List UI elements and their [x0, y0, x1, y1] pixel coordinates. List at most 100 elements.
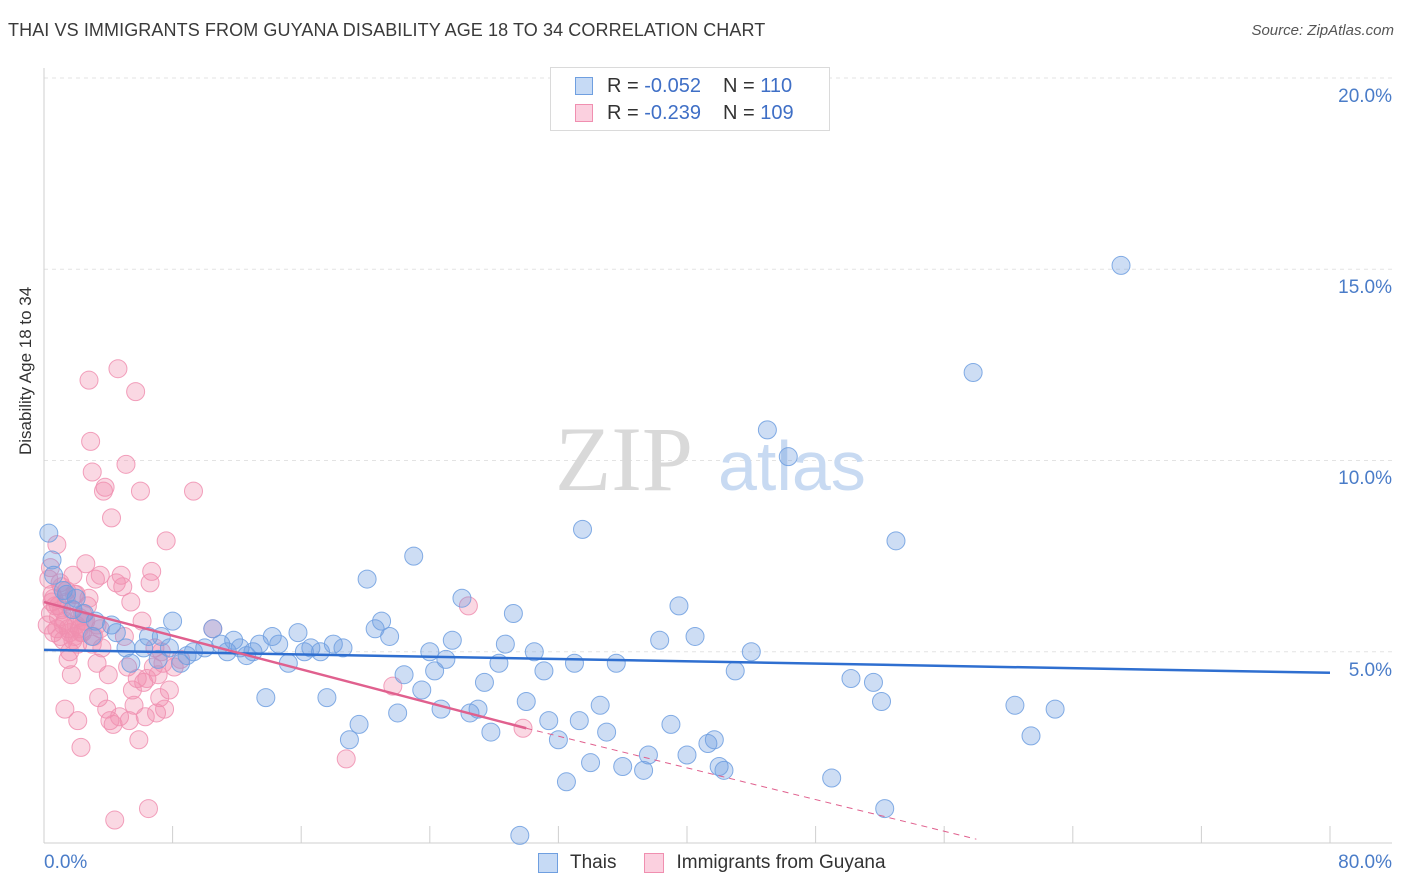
thais-point — [288, 623, 308, 643]
thais-point — [677, 745, 697, 765]
guyana-point — [142, 561, 162, 581]
thais-point — [534, 661, 554, 681]
thais-point — [556, 772, 576, 792]
guyana-point — [40, 558, 60, 578]
thais-point — [159, 638, 179, 658]
guyana-point — [47, 535, 67, 555]
guyana-swatch-icon — [575, 104, 593, 122]
guyana-point — [95, 477, 115, 497]
thais-point — [581, 753, 601, 773]
guyana-point — [103, 714, 123, 734]
guyana-point — [119, 711, 139, 731]
stats-legend-row-thais: R = -0.052 N = 110 — [575, 74, 792, 98]
guyana-point — [71, 737, 91, 757]
legend-label-guyana: Immigrants from Guyana — [676, 852, 886, 873]
series-thais-points — [39, 255, 1131, 845]
thais-point — [564, 653, 584, 673]
watermark-atlas: atlas — [718, 427, 866, 505]
guyana-point — [458, 596, 478, 616]
thais-point — [548, 730, 568, 750]
thais-point — [741, 642, 761, 662]
thais-point — [569, 711, 589, 731]
x-tick-label-min: 0.0% — [44, 852, 88, 873]
thais-point — [650, 630, 670, 650]
thais-point — [524, 642, 544, 662]
thais-point — [404, 546, 424, 566]
thais-point — [66, 588, 86, 608]
guyana-trend-line — [43, 600, 527, 730]
thais-point — [412, 680, 432, 700]
guyana-point — [55, 699, 75, 719]
guyana-point — [138, 799, 158, 819]
guyana-point — [71, 623, 91, 643]
guyana-point — [102, 508, 122, 528]
watermark-zip: ZIP — [555, 408, 693, 510]
thais-point — [148, 649, 168, 669]
thais-point — [495, 634, 515, 654]
guyana-point — [130, 481, 150, 501]
thais-point — [203, 619, 223, 639]
chart-title: THAI VS IMMIGRANTS FROM GUYANA DISABILIT… — [8, 20, 766, 40]
chart-source: Source: ZipAtlas.com — [1251, 22, 1394, 39]
guyana-point — [50, 626, 70, 646]
thais-point — [301, 638, 321, 658]
thais-point — [539, 711, 559, 731]
trend-lines — [43, 600, 1331, 840]
thais-point — [436, 649, 456, 669]
thais-point — [269, 634, 289, 654]
guyana-point — [61, 665, 81, 685]
n-label: N = — [722, 101, 755, 124]
thais-point — [82, 626, 102, 646]
legend-label-thais: Thais — [570, 852, 617, 873]
series-legend: Thais Immigrants from Guyana — [538, 852, 914, 874]
thais-point — [661, 714, 681, 734]
thais-point — [613, 757, 633, 776]
n-label: N = — [722, 74, 755, 97]
thais-point — [875, 799, 895, 819]
thais-point — [704, 730, 724, 750]
grid-lines — [44, 77, 1392, 653]
guyana-point — [58, 619, 78, 639]
thais-point — [778, 447, 798, 467]
guyana-point — [126, 382, 146, 402]
guyana-trend-extension — [526, 727, 977, 840]
thais-point — [39, 523, 59, 543]
r-value: -0.052 — [644, 74, 701, 97]
thais-point — [1045, 699, 1065, 719]
thais-point — [863, 672, 883, 692]
legend-item-guyana: Immigrants from Guyana — [644, 852, 886, 874]
thais-point — [357, 569, 377, 589]
guyana-point — [76, 554, 96, 574]
thais-point — [388, 703, 408, 723]
thais-point — [339, 730, 359, 750]
watermark: ZIP atlas — [555, 408, 866, 510]
thais-point — [1111, 255, 1131, 275]
guyana-point — [159, 680, 179, 700]
thais-point — [171, 653, 191, 673]
thais-point — [106, 623, 126, 643]
thais-point — [349, 714, 369, 734]
guyana-point — [81, 431, 101, 451]
thais-point — [380, 626, 400, 646]
thais-point — [474, 672, 494, 692]
guyana-point — [90, 565, 110, 585]
guyana-point — [121, 592, 141, 612]
guyana-point — [87, 653, 107, 673]
guyana-point — [82, 634, 102, 654]
thais-point — [503, 604, 523, 623]
stats-legend-row-guyana: R = -0.239 N = 109 — [575, 101, 794, 125]
guyana-point — [105, 810, 125, 830]
guyana-point — [183, 481, 203, 501]
thais-point — [872, 691, 892, 711]
guyana-point — [63, 565, 83, 585]
thais-point — [1005, 695, 1025, 715]
thais-point — [669, 596, 689, 616]
thais-swatch-icon — [575, 77, 593, 95]
guyana-point — [110, 707, 130, 727]
thais-point — [822, 768, 842, 788]
thais-point — [452, 588, 472, 608]
guyana-point — [122, 680, 142, 700]
thais-point — [121, 653, 141, 673]
n-value: 109 — [760, 101, 794, 124]
